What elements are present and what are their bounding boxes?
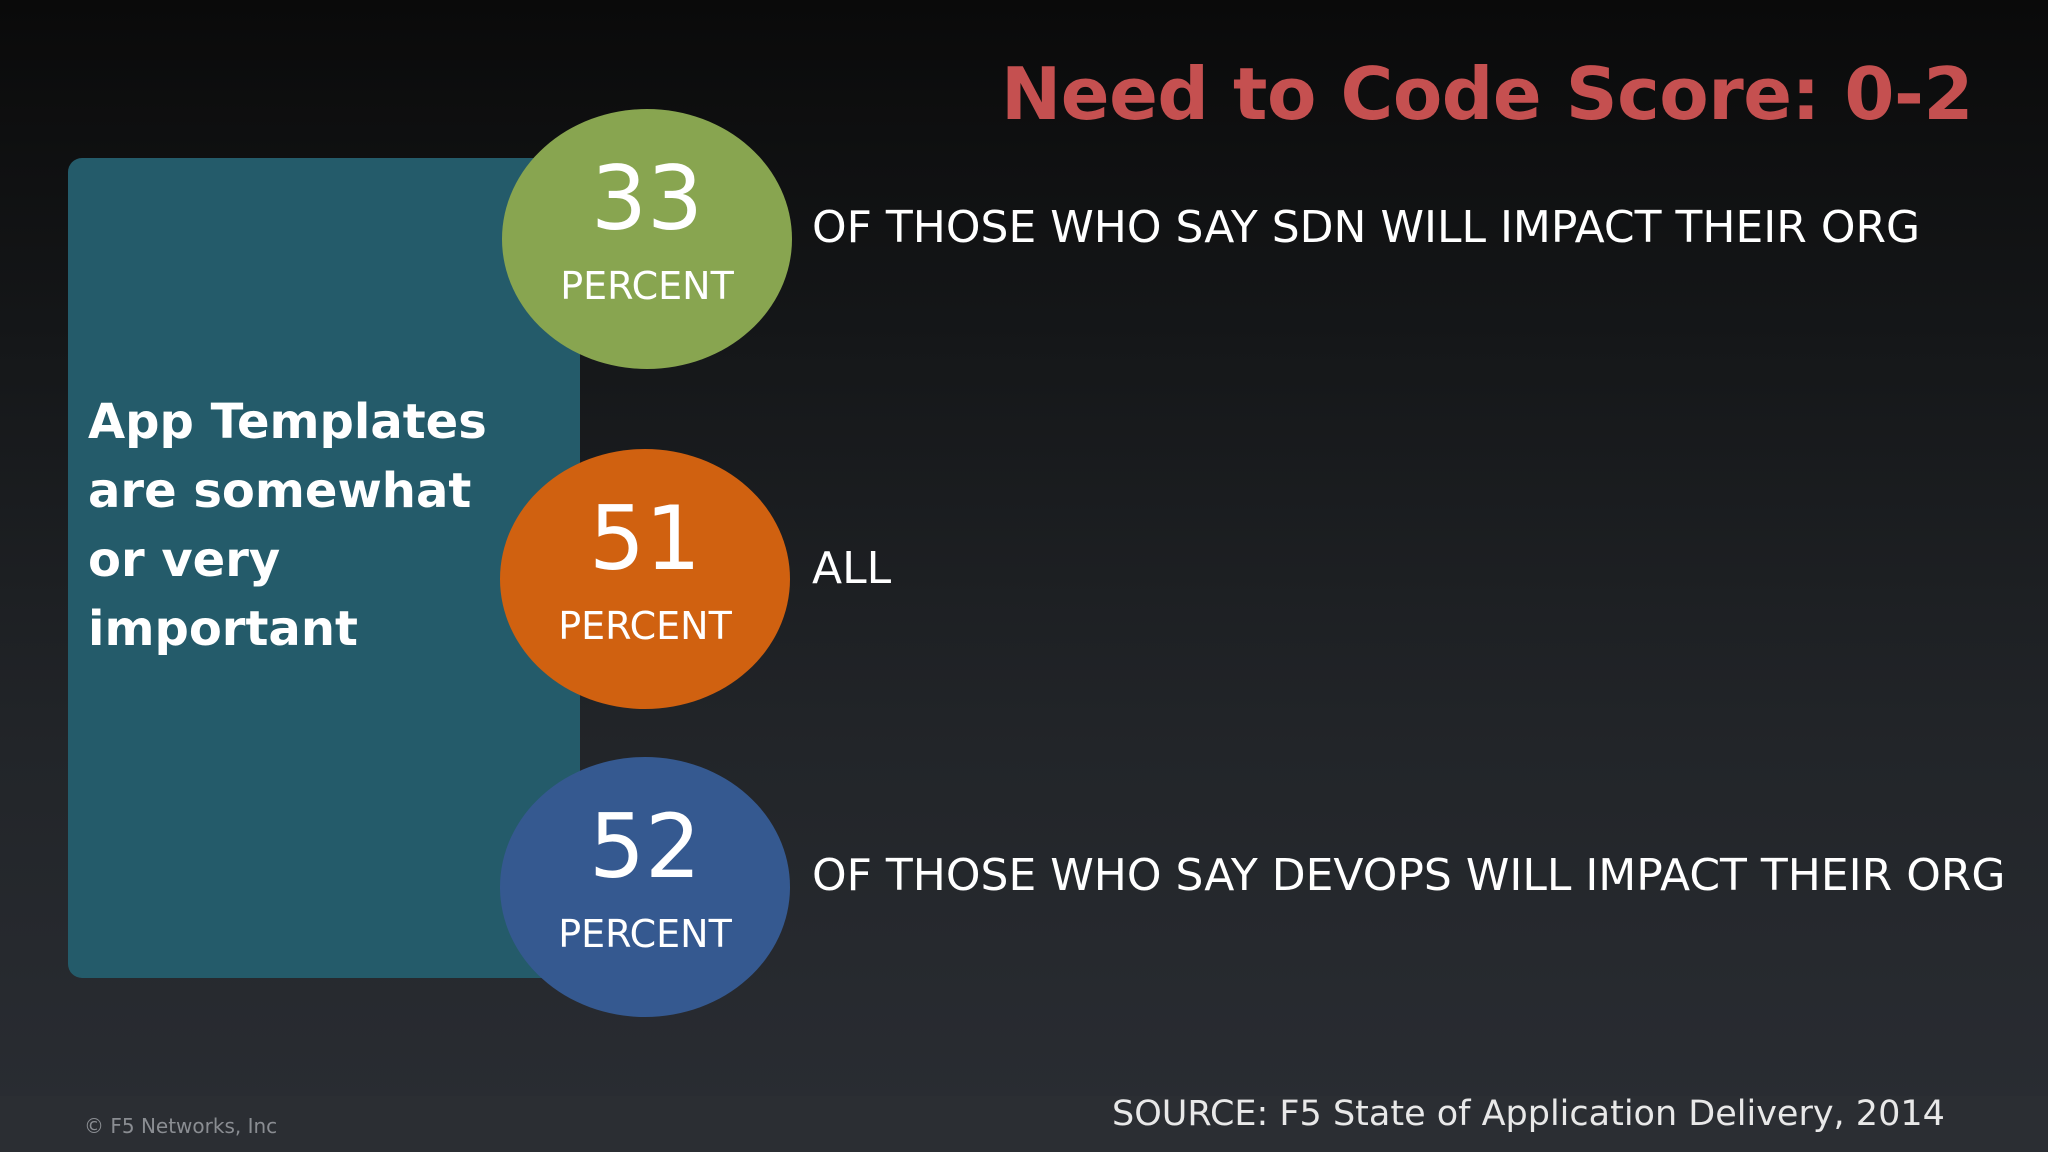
stat-circle-all: 51 PERCENT [500,449,790,709]
slide-title: Need to Code Score: 0-2 [1001,52,1974,136]
stat-number: 33 [591,147,703,250]
stat-circle-devops: 52 PERCENT [500,757,790,1017]
source-citation: SOURCE: F5 State of Application Delivery… [1112,1094,1945,1134]
stat-label-devops: OF THOSE WHO SAY DEVOPS WILL IMPACT THEI… [812,850,2006,901]
stat-unit: PERCENT [558,604,732,648]
footer-bar [0,1096,2048,1152]
stat-label-sdn: OF THOSE WHO SAY SDN WILL IMPACT THEIR O… [812,202,1921,253]
category-panel [68,158,580,978]
stat-unit: PERCENT [560,264,734,308]
panel-text: App Templates are somewhat or very impor… [88,394,487,657]
stat-number: 51 [589,487,701,590]
stat-circle-sdn: 33 PERCENT [502,109,792,369]
copyright-text: © F5 Networks, Inc [84,1114,278,1138]
stat-unit: PERCENT [558,912,732,956]
stat-number: 52 [589,795,701,898]
stat-label-all: ALL [812,543,892,594]
